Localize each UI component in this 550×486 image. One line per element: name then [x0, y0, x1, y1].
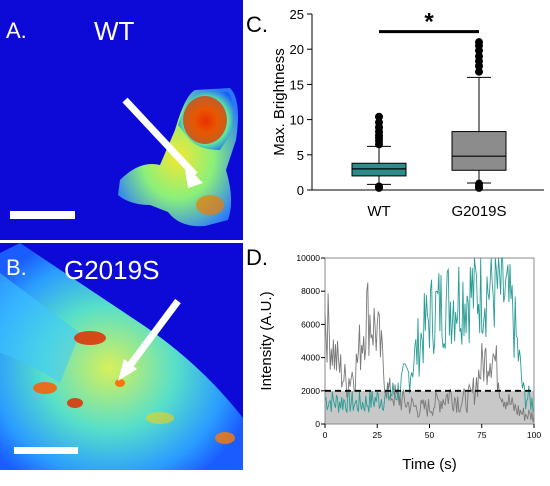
panel-a-genotype: WT	[94, 16, 135, 46]
boxplot-outlier	[475, 183, 483, 192]
boxplot-category-label: G2019S	[451, 203, 506, 220]
panel-b-letter: B.	[6, 255, 27, 280]
boxplot-y-tick-label: 25	[290, 7, 304, 22]
boxplot-y-axis-label: Max. Brightness	[271, 48, 288, 156]
panel-c-letter: C.	[246, 12, 268, 37]
boxplot-outlier	[475, 67, 483, 76]
boxplot-category-label: WT	[367, 203, 390, 220]
trace-x-axis-label: Time (s)	[402, 456, 456, 473]
trace-series-0	[324, 257, 534, 413]
trace-series-1	[324, 282, 535, 422]
trace-y-tick-label: 0	[315, 419, 320, 429]
boxplot-y-tick-label: 15	[290, 77, 304, 92]
boxplot-outlier	[375, 112, 383, 121]
panel-a-letter: A.	[6, 18, 27, 43]
boxplot-box-wt	[351, 162, 407, 177]
trace-x-tick-label: 75	[477, 430, 487, 440]
scale-bar-wt	[10, 211, 75, 219]
boxplot-y-tick-label: 20	[290, 42, 304, 57]
trace-y-tick-label: 10000	[296, 253, 320, 263]
trace-chart: D. Intensity (A.U.) Time (s) 0 2000 4000 60…	[246, 245, 541, 473]
trace-x-tick-label: 25	[373, 430, 383, 440]
trace-x-tick-label: 0	[323, 430, 328, 440]
boxplot-outlier	[375, 118, 383, 127]
significance-star: *	[424, 9, 434, 36]
boxplot-box-g2019s	[451, 131, 507, 171]
trace-y-tick-label: 8000	[301, 286, 320, 296]
boxplot-y-tick-label: 5	[297, 148, 304, 163]
trace-y-tick-label: 6000	[301, 319, 320, 329]
trace-y-tick-label: 2000	[301, 386, 320, 396]
boxplot-y-tick-label: 10	[290, 113, 304, 128]
panel-c-boxplot: C. Max. Brightness 0 5 10 15 20 25 WT G2019S *	[244, 0, 550, 243]
micrograph-wt: A. WT	[0, 0, 243, 240]
panel-b-genotype: G2019S	[64, 255, 159, 285]
panel-d-trace: D. Intensity (A.U.) Time (s) 0 2000 4000 60…	[244, 243, 550, 481]
boxplot-y-tick-label: 0	[297, 183, 304, 198]
trace-x-tick-label: 100	[527, 430, 541, 440]
boxplot-outlier	[475, 52, 483, 61]
scale-bar-g2019s	[14, 447, 78, 454]
micrograph-wt-image: A. WT	[0, 0, 243, 240]
boxplot-outlier	[375, 183, 383, 192]
trace-y-tick-label: 4000	[301, 353, 320, 363]
micrograph-g2019s: B. G2019S	[0, 243, 243, 470]
micrograph-g2019s-image: B. G2019S	[0, 243, 243, 470]
boxplot-outlier	[475, 38, 483, 47]
boxplot-plot-area: 0 5 10 15 20 25 WT G2019S *	[290, 7, 544, 220]
boxplot-chart: C. Max. Brightness 0 5 10 15 20 25 WT G2019S *	[246, 7, 544, 220]
trace-plot-area: 0 2000 4000 6000 8000 10000 0 25 50 75 100	[296, 253, 541, 440]
trace-x-tick-label: 50	[425, 430, 435, 440]
panel-d-letter: D.	[246, 245, 268, 270]
trace-y-axis-label: Intensity (A.U.)	[258, 291, 275, 390]
